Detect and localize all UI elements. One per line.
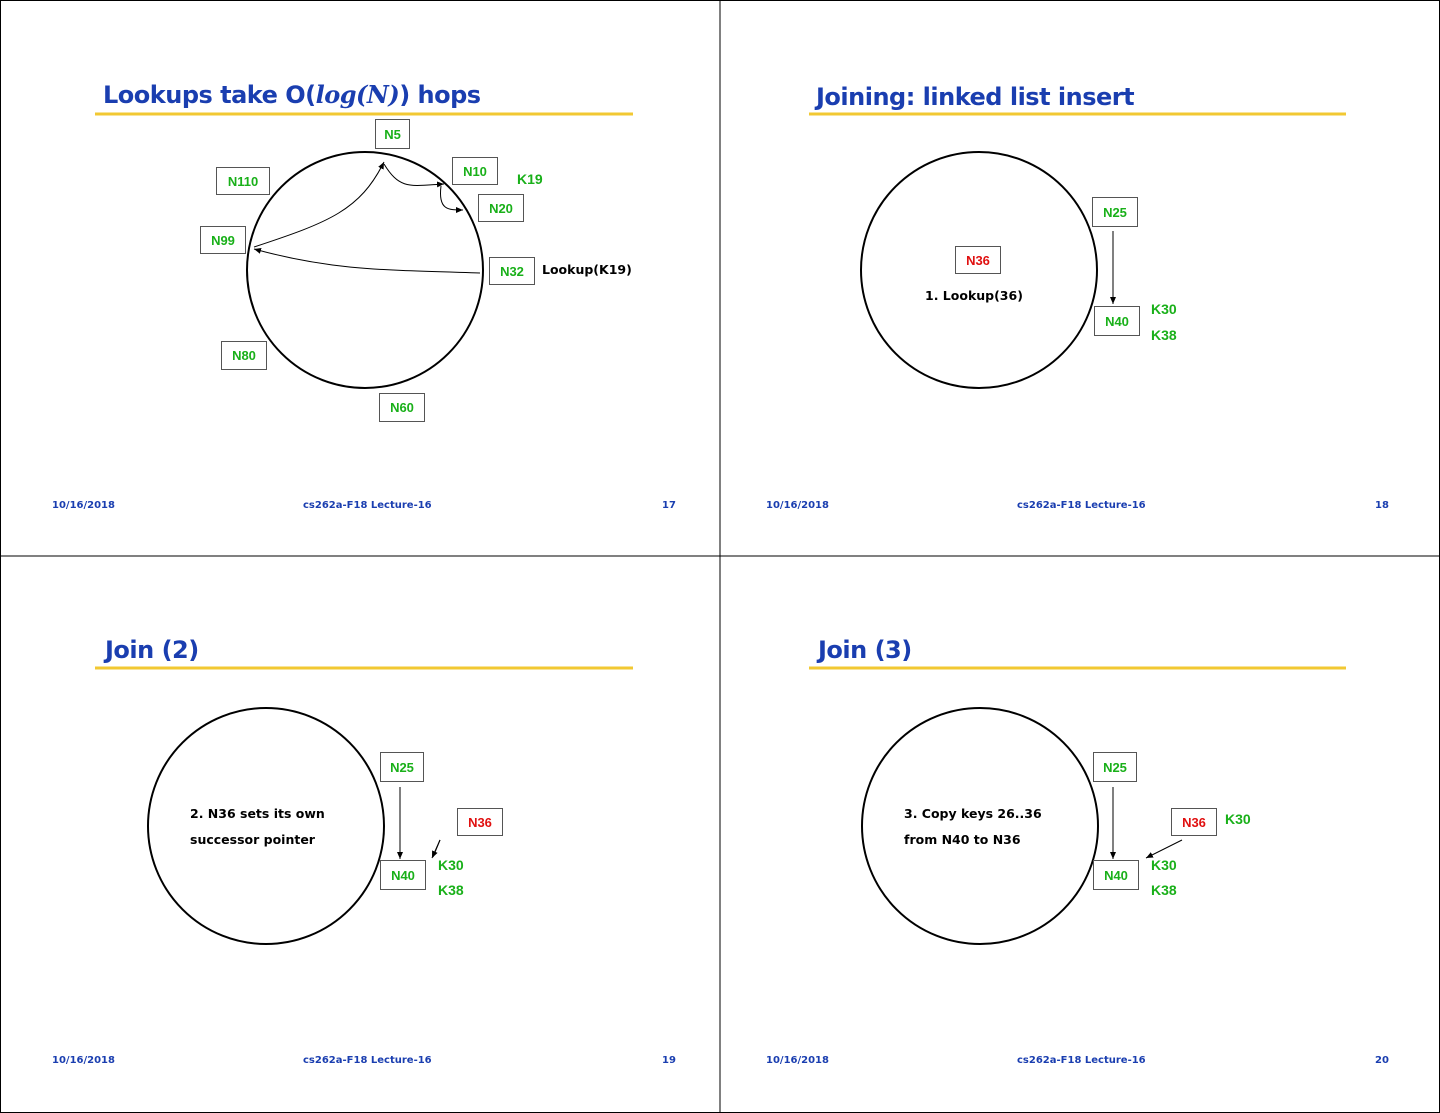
step-text: from N40 to N36 [904,832,1021,847]
step-text: 3. Copy keys 26..36 [904,806,1042,821]
lookup-annotation: Lookup(K19) [542,262,632,277]
copied-key-label: K30 [1225,811,1251,827]
node-n25: N25 [1092,197,1138,227]
new-successor-arrow [431,839,441,859]
footer-date: 10/16/2018 [52,500,115,511]
node-n32: N32 [489,257,535,285]
node-n36-new: N36 [955,246,1001,274]
slide-number: 19 [662,1055,676,1066]
slide-number: 18 [1375,500,1389,511]
node-n110: N110 [216,167,270,195]
key-label: K38 [1151,327,1177,343]
chord-ring [860,151,1098,389]
footer-date: 10/16/2018 [52,1055,115,1066]
new-successor-arrow [1145,839,1183,859]
node-n40: N40 [380,860,426,890]
hop-arrow [253,247,481,274]
title-text: Lookups take O( [103,81,316,109]
node-n80: N80 [221,341,267,370]
key-label: K30 [438,857,464,873]
footer-course: cs262a-F18 Lecture-16 [1017,1055,1146,1066]
slide-number: 17 [662,500,676,511]
chord-ring [147,707,385,945]
key-label: K38 [1151,882,1177,898]
step-text: successor pointer [190,832,315,847]
step-text: 2. N36 sets its own [190,806,325,821]
footer-course: cs262a-F18 Lecture-16 [1017,500,1146,511]
node-n25: N25 [1093,752,1137,782]
key-label: K30 [1151,857,1177,873]
title-text: ) hops [399,81,481,109]
key-label: K38 [438,882,464,898]
node-n10: N10 [452,157,498,185]
chord-ring [246,151,484,389]
slide-number: 20 [1375,1055,1389,1066]
slide-title: Join (3) [818,636,912,664]
title-italic: log(N) [315,80,400,109]
footer-course: cs262a-F18 Lecture-16 [303,500,432,511]
footer-course: cs262a-F18 Lecture-16 [303,1055,432,1066]
slide-title: Lookups take O(log(N)) hops [103,80,481,109]
chord-ring [861,707,1099,945]
slide-title: Joining: linked list insert [816,83,1135,111]
node-n99: N99 [200,226,246,254]
footer-date: 10/16/2018 [766,1055,829,1066]
slide-title: Join (2) [105,636,199,664]
node-n40: N40 [1093,860,1139,890]
node-n36-new: N36 [457,808,503,836]
hop-arrow [383,163,445,188]
node-n5: N5 [375,119,410,149]
node-n60: N60 [379,393,425,422]
node-n40: N40 [1094,306,1140,336]
key-label: K19 [517,171,543,187]
node-n20: N20 [478,194,524,222]
node-n25: N25 [380,752,424,782]
footer-date: 10/16/2018 [766,500,829,511]
hop-arrow [253,161,385,248]
node-n36-new: N36 [1171,808,1217,836]
step-text: 1. Lookup(36) [925,288,1023,303]
key-label: K30 [1151,301,1177,317]
hop-arrow [439,185,464,213]
